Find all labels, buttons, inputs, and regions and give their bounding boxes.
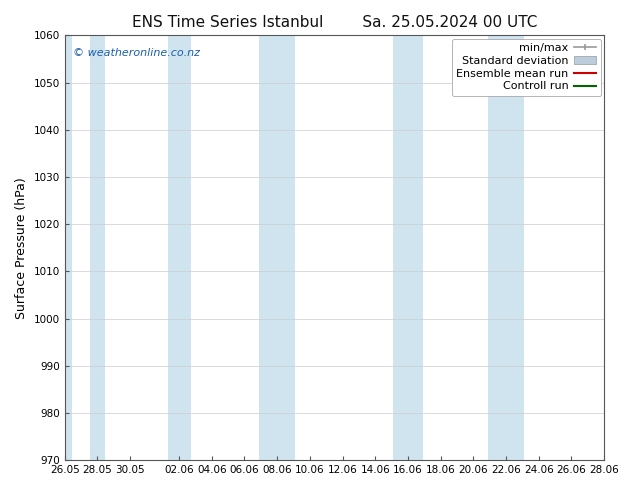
Bar [167,35,191,460]
Bar [90,35,105,460]
Bar [57,35,72,460]
Bar [259,35,295,460]
Legend: min/max, Standard deviation, Ensemble mean run, Controll run: min/max, Standard deviation, Ensemble me… [452,39,601,96]
Text: © weatheronline.co.nz: © weatheronline.co.nz [73,48,200,58]
Y-axis label: Surface Pressure (hPa): Surface Pressure (hPa) [15,177,28,318]
Bar [488,35,524,460]
Bar [393,35,423,460]
Title: ENS Time Series Istanbul        Sa. 25.05.2024 00 UTC: ENS Time Series Istanbul Sa. 25.05.2024 … [132,15,537,30]
